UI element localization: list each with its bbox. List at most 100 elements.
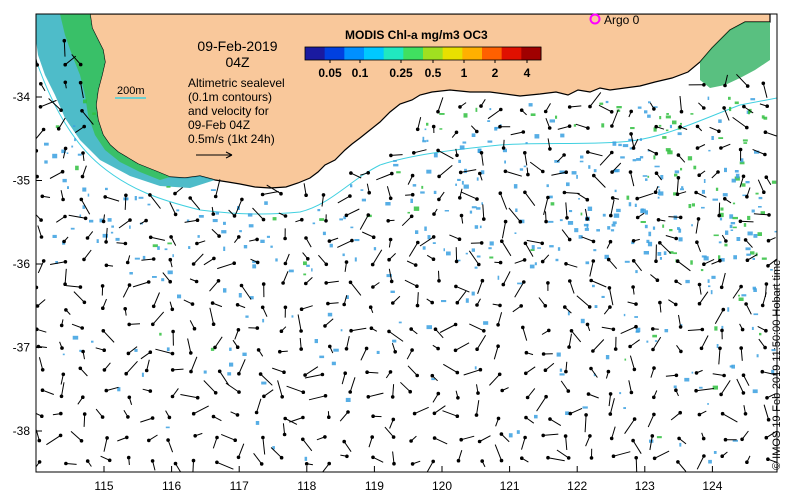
velocity-point: [261, 282, 266, 286]
velocity-arrow: [543, 433, 559, 436]
velocity-arrow: [318, 254, 327, 265]
velocity-point: [387, 257, 391, 262]
chlorophyll-speck: [729, 365, 733, 368]
velocity-point: [655, 278, 660, 283]
velocity-arrow: [456, 290, 467, 304]
velocity-point: [678, 410, 682, 415]
velocity-point: [658, 300, 662, 305]
chlorophyll-speck: [569, 210, 573, 213]
velocity-point: [738, 219, 743, 224]
chlorophyll-speck: [471, 291, 475, 296]
velocity-arrow: [297, 314, 302, 332]
velocity-arrow: [601, 326, 614, 330]
chlorophyll-speck: [646, 340, 649, 343]
chlorophyll-speck: [461, 180, 464, 185]
chlorophyll-speck: [580, 212, 583, 216]
velocity-point: [503, 169, 508, 174]
chlorophyll-speck: [62, 178, 67, 183]
chlorophyll-speck: [319, 355, 325, 359]
chlorophyll-speck: [346, 295, 349, 299]
velocity-point: [479, 241, 484, 245]
chlorophyll-speck: [141, 372, 144, 377]
velocity-point: [364, 346, 369, 351]
velocity-point: [258, 372, 263, 376]
colorbar-swatch: [344, 47, 365, 60]
chlorophyll-speck: [699, 386, 703, 389]
velocity-point: [631, 285, 635, 289]
chlorophyll-speck: [412, 184, 417, 187]
velocity-arrow: [36, 429, 40, 441]
chlorophyll-speck: [648, 101, 651, 104]
velocity-arrow: [588, 393, 599, 399]
velocity-point: [146, 280, 151, 284]
velocity-point: [191, 262, 196, 266]
velocity-point: [126, 455, 131, 460]
chlorophyll-speck: [229, 347, 232, 351]
velocity-point: [720, 454, 724, 459]
velocity-point: [498, 191, 503, 195]
chlorophyll-speck: [691, 203, 695, 207]
chlorophyll-speck: [579, 160, 584, 163]
velocity-arrow: [36, 461, 41, 468]
velocity-point: [475, 303, 479, 307]
velocity-arrow: [714, 309, 724, 325]
chlorophyll-speck: [488, 247, 492, 250]
velocity-point: [475, 347, 479, 352]
colorbar-swatch: [383, 47, 404, 60]
velocity-point: [720, 411, 725, 416]
velocity-point: [496, 323, 500, 327]
chlorophyll-speck: [117, 387, 121, 392]
velocity-arrow: [46, 434, 61, 446]
velocity-point: [348, 390, 353, 394]
chlorophyll-speck: [426, 139, 429, 142]
chlorophyll-speck: [456, 259, 461, 262]
velocity-point: [213, 194, 218, 199]
chlorophyll-speck: [711, 275, 716, 279]
velocity-point: [415, 284, 419, 289]
velocity-point: [541, 169, 545, 174]
velocity-point: [544, 394, 548, 399]
chlorophyll-speck: [751, 326, 754, 330]
velocity-point: [524, 415, 528, 420]
velocity-point: [540, 259, 545, 264]
velocity-point: [39, 218, 43, 222]
chlorophyll-speck: [62, 353, 65, 356]
velocity-arrow: [443, 363, 458, 374]
velocity-arrow: [70, 431, 82, 442]
colorbar-tick-label: 2: [492, 66, 499, 80]
velocity-point: [344, 213, 349, 218]
velocity-arrow: [723, 107, 730, 121]
chlorophyll-speck: [719, 212, 724, 218]
chlorophyll-speck: [177, 294, 182, 299]
chlorophyll-speck: [634, 316, 638, 318]
velocity-arrow: [608, 287, 614, 306]
chlorophyll-speck: [755, 192, 759, 195]
velocity-point: [82, 300, 87, 305]
velocity-arrow: [556, 449, 569, 459]
velocity-arrow: [766, 430, 777, 439]
chlorophyll-speck: [557, 247, 561, 251]
velocity-point: [613, 347, 618, 351]
chlorophyll-speck: [712, 385, 718, 390]
chlorophyll-speck: [750, 98, 756, 101]
chlorophyll-speck: [474, 225, 479, 229]
velocity-arrow: [301, 305, 313, 310]
velocity-arrow: [695, 192, 707, 198]
chlorophyll-speck: [734, 101, 739, 105]
velocity-arrow: [105, 227, 108, 242]
velocity-point: [103, 195, 107, 199]
chlorophyll-speck: [519, 168, 524, 171]
velocity-arrow: [461, 435, 475, 441]
chlorophyll-speck: [525, 142, 528, 144]
chlorophyll-speck: [647, 175, 650, 178]
chlorophyll-speck: [582, 406, 588, 409]
velocity-point: [192, 326, 197, 331]
velocity-arrow: [576, 192, 588, 201]
velocity-arrow: [543, 197, 549, 216]
velocity-point: [766, 238, 771, 243]
chlorophyll-speck: [317, 209, 321, 212]
chlorophyll-speck: [745, 247, 751, 251]
chlorophyll-speck: [635, 327, 641, 333]
velocity-point: [413, 263, 418, 267]
velocity-point: [498, 124, 502, 129]
